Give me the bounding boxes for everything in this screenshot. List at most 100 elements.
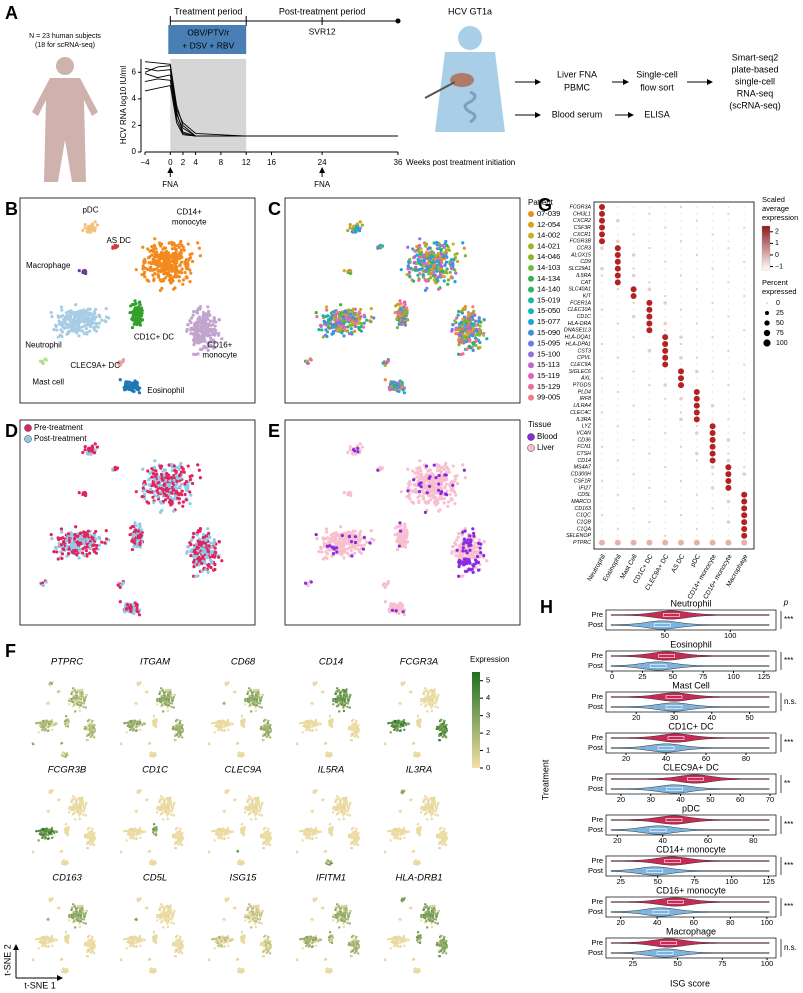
label: Liver FNA bbox=[557, 69, 597, 79]
cell-point bbox=[346, 229, 349, 232]
cell-point bbox=[138, 321, 141, 324]
cell-point bbox=[160, 487, 163, 490]
cell-point bbox=[423, 256, 426, 259]
cell-point bbox=[400, 490, 403, 493]
cell-point bbox=[457, 575, 460, 578]
cell-point bbox=[161, 703, 163, 705]
cell-point bbox=[78, 689, 80, 691]
cell-point bbox=[172, 288, 175, 291]
cell-point bbox=[60, 335, 63, 338]
cell-point bbox=[354, 230, 357, 233]
cell-point bbox=[343, 327, 346, 330]
cell-point bbox=[80, 695, 82, 697]
cell-point bbox=[72, 546, 75, 549]
cell-point bbox=[415, 475, 418, 478]
cell-point bbox=[84, 313, 87, 316]
cell-point bbox=[123, 722, 125, 724]
cell-point bbox=[459, 353, 462, 356]
cell-point bbox=[231, 722, 233, 724]
cell-point bbox=[179, 476, 182, 479]
cell-point bbox=[196, 327, 199, 330]
cell-point bbox=[180, 483, 183, 486]
cell-point bbox=[133, 720, 135, 722]
cell-point bbox=[242, 723, 244, 725]
cell-point bbox=[149, 488, 152, 491]
cell-point bbox=[82, 706, 84, 708]
legend-swatch bbox=[528, 373, 534, 379]
cell-point bbox=[451, 328, 454, 331]
cell-point bbox=[344, 313, 347, 316]
cell-point bbox=[207, 322, 210, 325]
cell-point bbox=[359, 315, 362, 318]
cell-point bbox=[60, 527, 63, 530]
cell-point bbox=[417, 279, 420, 282]
gene-map bbox=[120, 681, 185, 758]
cell-point bbox=[338, 315, 341, 318]
cell-point bbox=[477, 569, 480, 572]
cell-point bbox=[158, 693, 160, 695]
panel-label: E bbox=[268, 421, 280, 441]
legend-swatch bbox=[528, 233, 534, 239]
cell-point bbox=[467, 544, 470, 547]
cell-point bbox=[191, 482, 194, 485]
cell-point bbox=[148, 261, 151, 264]
cell-point bbox=[461, 309, 464, 312]
cell-point bbox=[60, 315, 63, 318]
cell-point bbox=[332, 330, 335, 333]
cell-point bbox=[346, 551, 349, 554]
cell-point bbox=[179, 728, 181, 730]
cell-point bbox=[32, 743, 34, 745]
cell-point bbox=[241, 715, 243, 717]
cell-point bbox=[198, 247, 201, 250]
cell-point bbox=[132, 313, 135, 316]
x-tick-label: 2 bbox=[181, 158, 186, 167]
cell-point bbox=[423, 478, 426, 481]
cell-point bbox=[163, 702, 165, 704]
cell-point bbox=[319, 324, 322, 327]
cell-point bbox=[189, 328, 192, 331]
cell-point bbox=[325, 305, 328, 308]
cell-point bbox=[401, 540, 404, 543]
cell-point bbox=[50, 537, 53, 540]
cell-point bbox=[342, 556, 345, 559]
legend-label: 15-019 bbox=[537, 295, 560, 304]
cell-point bbox=[464, 254, 467, 257]
cell-point bbox=[91, 322, 94, 325]
cell-point bbox=[406, 273, 409, 276]
cell-point bbox=[67, 547, 70, 550]
cell-point bbox=[418, 261, 421, 264]
cell-point bbox=[428, 246, 431, 249]
cell-point bbox=[223, 702, 225, 704]
cell-point bbox=[175, 739, 177, 741]
cell-point bbox=[141, 468, 144, 471]
cell-point bbox=[60, 557, 63, 560]
cell-point bbox=[61, 330, 64, 333]
cell-point bbox=[430, 472, 433, 475]
cell-point bbox=[185, 267, 188, 270]
cell-point bbox=[196, 241, 199, 244]
cell-point bbox=[407, 486, 410, 489]
cell-point bbox=[396, 548, 399, 551]
cell-point bbox=[54, 546, 57, 549]
legend-label: 14-002 bbox=[537, 231, 560, 240]
cell-point bbox=[131, 326, 134, 329]
cell-point bbox=[463, 247, 466, 250]
cell-point bbox=[419, 247, 422, 250]
cell-point bbox=[135, 730, 137, 732]
cell-point bbox=[462, 321, 465, 324]
cell-point bbox=[210, 328, 213, 331]
cell-point bbox=[445, 248, 448, 251]
cell-point bbox=[83, 700, 85, 702]
cell-point bbox=[246, 693, 248, 695]
cell-point bbox=[453, 280, 456, 283]
cell-point bbox=[440, 249, 443, 252]
cell-point bbox=[419, 475, 422, 478]
cell-point bbox=[343, 269, 346, 272]
cell-point bbox=[360, 322, 363, 325]
cell-point bbox=[187, 242, 190, 245]
cell-point bbox=[398, 544, 401, 547]
cell-point bbox=[85, 327, 88, 330]
cell-point bbox=[55, 550, 58, 553]
legend-label: Liver bbox=[537, 443, 555, 452]
cell-point bbox=[471, 334, 474, 337]
